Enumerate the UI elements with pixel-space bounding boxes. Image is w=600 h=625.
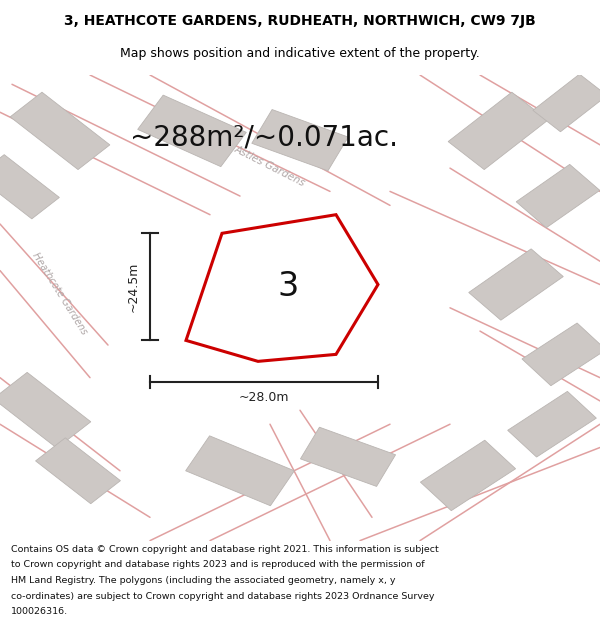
Text: to Crown copyright and database rights 2023 and is reproduced with the permissio: to Crown copyright and database rights 2… (11, 561, 424, 569)
Polygon shape (516, 164, 600, 228)
Text: ~288m²/~0.071ac.: ~288m²/~0.071ac. (130, 124, 398, 152)
Polygon shape (0, 372, 91, 448)
Polygon shape (35, 438, 121, 504)
Polygon shape (421, 440, 515, 511)
Polygon shape (137, 95, 247, 167)
Text: Heathcote Gardens: Heathcote Gardens (31, 251, 89, 337)
Text: HM Land Registry. The polygons (including the associated geometry, namely x, y: HM Land Registry. The polygons (includin… (11, 576, 395, 585)
Text: 100026316.: 100026316. (11, 608, 68, 616)
Polygon shape (448, 92, 548, 169)
Polygon shape (533, 74, 600, 132)
Text: ~24.5m: ~24.5m (127, 262, 140, 312)
Polygon shape (522, 323, 600, 386)
Text: co-ordinates) are subject to Crown copyright and database rights 2023 Ordnance S: co-ordinates) are subject to Crown copyr… (11, 592, 434, 601)
Polygon shape (0, 154, 59, 219)
Polygon shape (301, 428, 395, 486)
Polygon shape (508, 391, 596, 457)
Polygon shape (252, 109, 348, 171)
Polygon shape (10, 92, 110, 169)
Text: Contains OS data © Crown copyright and database right 2021. This information is : Contains OS data © Crown copyright and d… (11, 545, 439, 554)
Text: Map shows position and indicative extent of the property.: Map shows position and indicative extent… (120, 48, 480, 61)
Text: Astles Gardens: Astles Gardens (233, 144, 307, 188)
Text: 3, HEATHCOTE GARDENS, RUDHEATH, NORTHWICH, CW9 7JB: 3, HEATHCOTE GARDENS, RUDHEATH, NORTHWIC… (64, 14, 536, 28)
Polygon shape (469, 249, 563, 320)
Polygon shape (185, 436, 295, 506)
Text: ~28.0m: ~28.0m (239, 391, 289, 404)
Text: 3: 3 (277, 271, 299, 303)
